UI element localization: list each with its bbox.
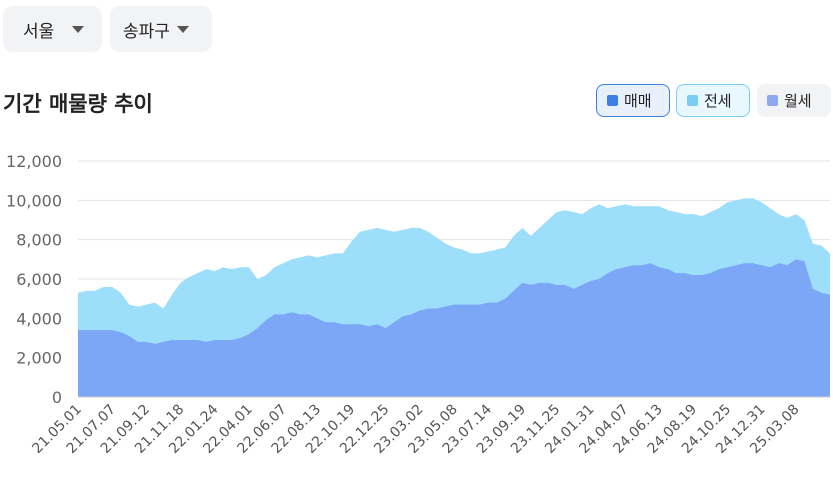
y-tick-label: 6,000 [16, 270, 62, 289]
district-label: 송파구 [123, 21, 170, 42]
legend-item[interactable]: 매매 [596, 84, 670, 117]
y-tick-label: 4,000 [16, 309, 62, 328]
legend-swatch [767, 95, 778, 106]
legend-label: 전세 [704, 92, 732, 110]
y-tick-label: 10,000 [6, 191, 62, 210]
legend-swatch [607, 95, 618, 106]
city-label: 서울 [23, 21, 55, 42]
y-tick-label: 2,000 [16, 349, 62, 368]
district-dropdown[interactable]: 송파구 [110, 6, 212, 52]
legend-swatch [687, 95, 698, 106]
chart-title: 기간 매물량 추이 [3, 92, 153, 116]
legend-item[interactable]: 전세 [676, 84, 750, 117]
legend-label: 매매 [624, 92, 652, 110]
city-dropdown[interactable]: 서울 [3, 6, 102, 52]
y-tick-label: 8,000 [16, 231, 62, 250]
caret [72, 25, 85, 33]
legend-label: 월세 [784, 92, 812, 110]
y-tick-label: 12,000 [6, 152, 62, 171]
legend-item[interactable]: 월세 [757, 84, 831, 117]
caret [176, 25, 189, 33]
y-tick-label: 0 [52, 388, 62, 407]
area [78, 259, 830, 397]
